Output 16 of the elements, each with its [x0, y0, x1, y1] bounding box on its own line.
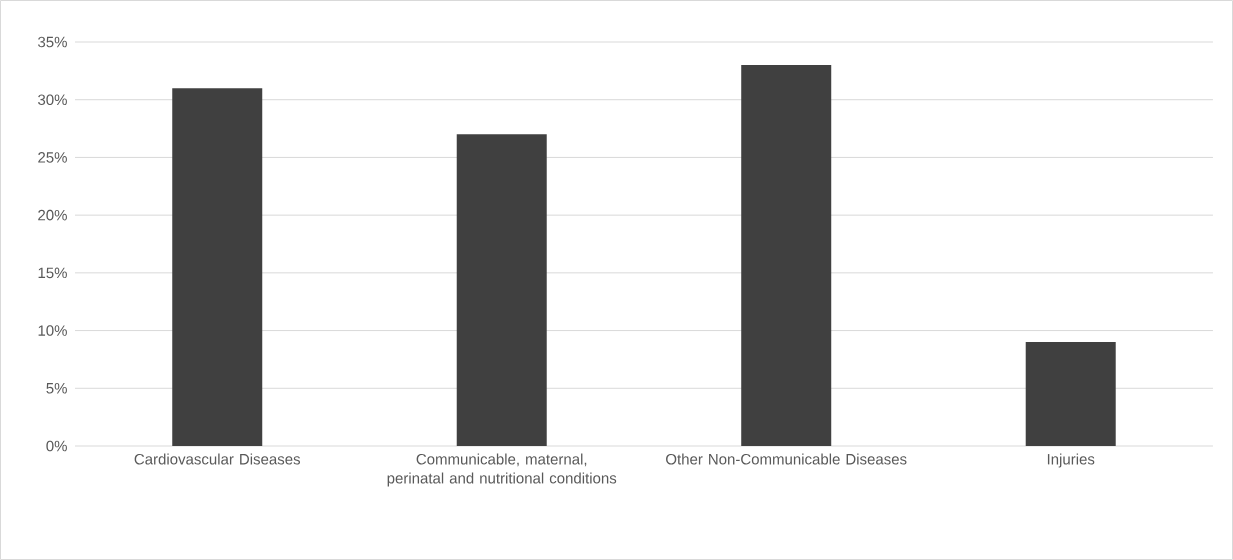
x-tick-label: Injuries — [1047, 453, 1095, 468]
y-tick-label: 30% — [38, 94, 67, 106]
y-tick-label: 0% — [46, 440, 67, 452]
x-tick-label: Cardiovascular Diseases — [134, 453, 301, 465]
bar — [172, 88, 263, 446]
x-tick-label: Other Non-Communicable Diseases — [666, 453, 907, 465]
y-tick-label: 10% — [38, 325, 67, 336]
y-tick-label: 25% — [38, 152, 67, 163]
y-tick-label: 20% — [38, 209, 67, 221]
bar — [456, 134, 547, 446]
y-tick-label: 5% — [46, 383, 67, 394]
y-tick-label: 15% — [38, 267, 67, 279]
x-tick-label: Communicable, maternal, perinatal and nutritional conditions — [387, 453, 617, 487]
bar — [1025, 342, 1116, 446]
bar — [741, 65, 832, 446]
y-tick-label: 35% — [38, 36, 67, 48]
